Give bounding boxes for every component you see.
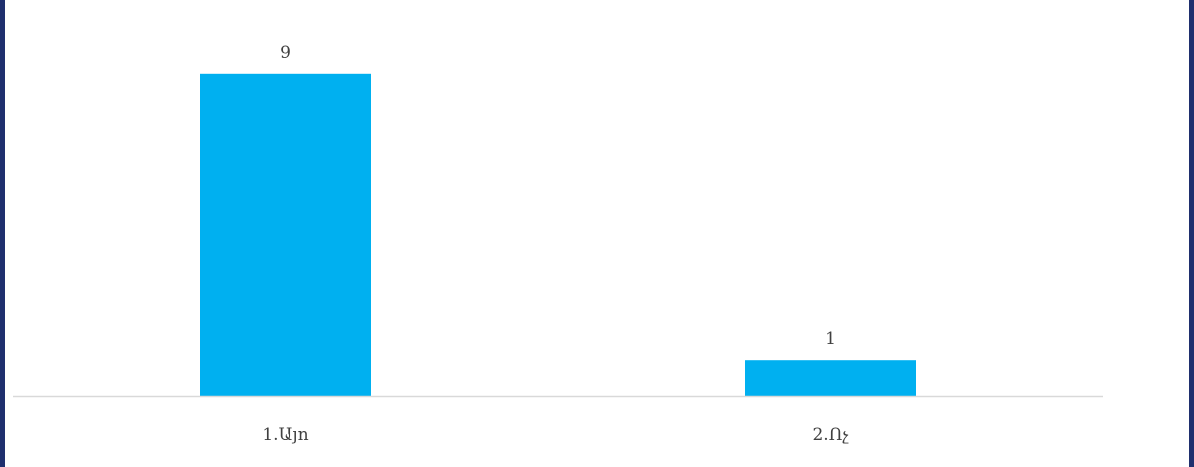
data-label-2: 1 (825, 329, 836, 349)
data-label-1: 9 (280, 43, 291, 63)
category-label-1: 1.Այո (262, 425, 308, 445)
bar-2 (745, 360, 916, 396)
bar-chart: 9 1.Այո 1 2.Ոչ (13, 43, 1103, 445)
category-label-2: 2.Ոչ (812, 425, 849, 445)
bar-1 (200, 73, 371, 397)
